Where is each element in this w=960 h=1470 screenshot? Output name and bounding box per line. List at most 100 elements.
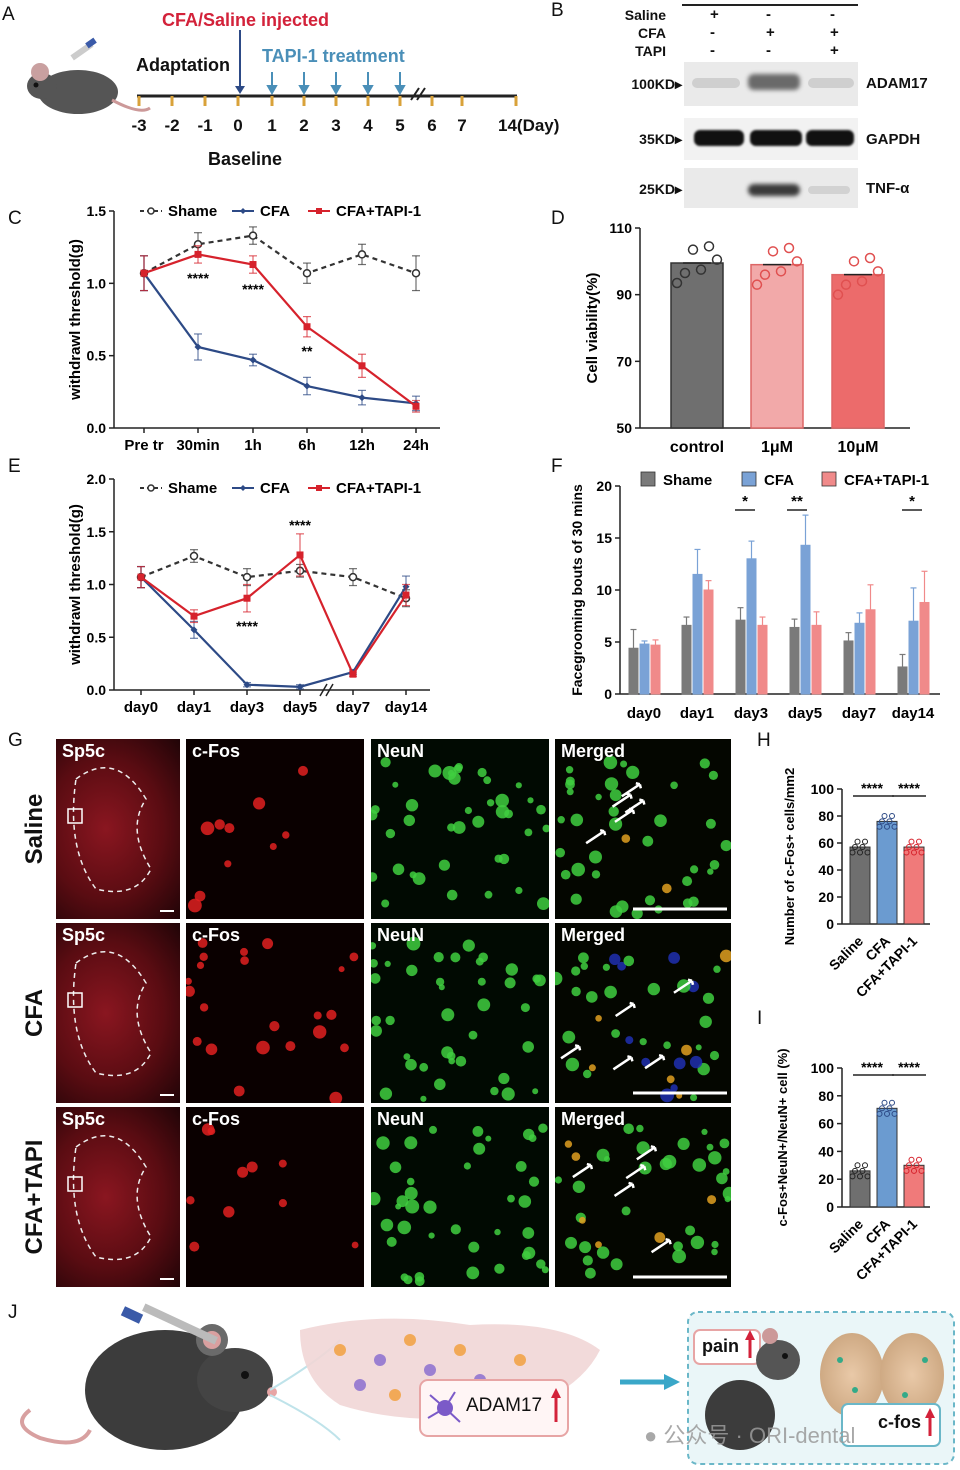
panel-F-y-label: Facegrooming bouts of 30 mins — [569, 484, 585, 696]
series-line-cfa — [143, 272, 417, 405]
data-point — [703, 241, 715, 252]
bar — [849, 1170, 871, 1208]
data-point — [908, 1156, 915, 1163]
data-point — [243, 681, 251, 689]
data-point — [190, 626, 198, 634]
protein-adam17: ADAM17 — [866, 75, 928, 92]
panel-C-y-label: withdrawl threshold(g) — [67, 239, 84, 401]
x-tick-label: day7 — [842, 705, 876, 722]
micrograph-title: c-Fos — [192, 1109, 241, 1129]
data-point — [918, 849, 925, 856]
bar — [849, 846, 871, 925]
micrograph: NeuN — [371, 739, 549, 919]
data-point — [687, 244, 699, 255]
panel-F-y-tick-label: 0 — [604, 686, 612, 702]
x-tick-label: day0 — [627, 705, 661, 722]
data-point — [783, 242, 795, 254]
legend-label: CFA+TAPI-1 — [336, 203, 421, 220]
data-point — [913, 844, 920, 851]
data-point — [854, 1162, 861, 1169]
timeline-tick-label: 14(Day) — [498, 116, 560, 135]
bar — [789, 626, 800, 695]
marker-25kd: 25KD▸ — [639, 181, 682, 197]
data-point — [303, 323, 311, 331]
injected-label: CFA/Saline injected — [162, 10, 330, 30]
x-tick-label: 24h — [403, 437, 429, 454]
data-point — [358, 362, 366, 370]
micrograph-title: Merged — [561, 925, 626, 945]
data-point — [862, 1162, 868, 1169]
data-point — [889, 1099, 895, 1106]
micrograph-title: c-Fos — [192, 741, 241, 761]
data-point — [137, 573, 145, 581]
series-line-cfa — [140, 576, 407, 688]
micrograph-title: Sp5c — [62, 741, 106, 761]
data-point — [911, 1167, 917, 1174]
data-point — [903, 1167, 910, 1174]
significance-marker: **** — [898, 780, 920, 796]
data-point — [249, 261, 257, 269]
blot-conditions: Saline CFA TAPI — [610, 6, 666, 60]
blot-sign: - — [766, 42, 771, 59]
blot-sign: + — [766, 24, 775, 41]
data-point — [848, 256, 860, 267]
timeline-tick-label: 7 — [457, 116, 467, 135]
bar — [919, 601, 930, 695]
legend-label: CFA — [260, 203, 290, 220]
x-tick-label: Pre tr — [124, 437, 163, 454]
bar — [897, 666, 908, 695]
data-point — [879, 818, 885, 825]
micrograph: Merged — [555, 923, 731, 1103]
timeline-tick-label: 0 — [233, 116, 243, 135]
data-point — [852, 1167, 858, 1174]
data-point — [194, 250, 202, 258]
data-point — [884, 823, 890, 830]
x-tick-label: 1μM — [761, 439, 793, 456]
panel-letter-a: A — [2, 4, 15, 25]
data-point — [852, 844, 858, 851]
data-point — [194, 343, 202, 351]
data-point — [881, 1099, 888, 1106]
data-point — [872, 266, 884, 277]
micrograph-title: Merged — [561, 741, 626, 761]
data-point — [849, 849, 856, 856]
data-point — [775, 266, 787, 277]
axis-break — [325, 683, 334, 697]
data-point — [918, 1167, 925, 1174]
data-point — [859, 1167, 866, 1174]
adam17-text: ADAM17 — [466, 1395, 543, 1416]
bar — [903, 846, 925, 925]
series-line-shame — [140, 554, 407, 600]
x-tick-label: day7 — [336, 699, 370, 716]
panel-F-y-tick-label: 15 — [596, 530, 612, 546]
panel-I-y-tick-label: 100 — [811, 1060, 835, 1076]
data-point — [249, 356, 257, 364]
data-point — [759, 269, 771, 280]
micrograph: Merged — [555, 1107, 731, 1287]
bar — [757, 624, 768, 695]
data-point — [671, 277, 683, 289]
data-point — [891, 823, 898, 830]
significance-marker: ** — [791, 493, 803, 510]
data-point — [357, 250, 367, 259]
x-tick-label: day5 — [788, 705, 822, 722]
blot-adam17 — [684, 62, 858, 106]
micrograph: c-Fos — [186, 923, 364, 1103]
data-point — [906, 1162, 912, 1169]
data-point — [695, 264, 707, 275]
x-tick-label: day1 — [680, 705, 714, 722]
panel-E-y-tick-label: 0.5 — [87, 629, 107, 645]
row-label: CFA — [21, 989, 48, 1037]
bar — [811, 624, 822, 695]
timeline-tick-label: 6 — [427, 116, 437, 135]
data-point — [864, 252, 876, 264]
micrograph: Sp5c — [56, 1107, 180, 1287]
panel-letter-j: J — [8, 1302, 18, 1323]
legend-marker — [240, 208, 246, 214]
bar — [876, 1107, 898, 1208]
row-label: CFA+TAPI — [21, 1139, 48, 1255]
micrograph-title: Sp5c — [62, 1109, 106, 1129]
data-point — [906, 844, 912, 851]
panel-letter-e: E — [8, 456, 21, 477]
